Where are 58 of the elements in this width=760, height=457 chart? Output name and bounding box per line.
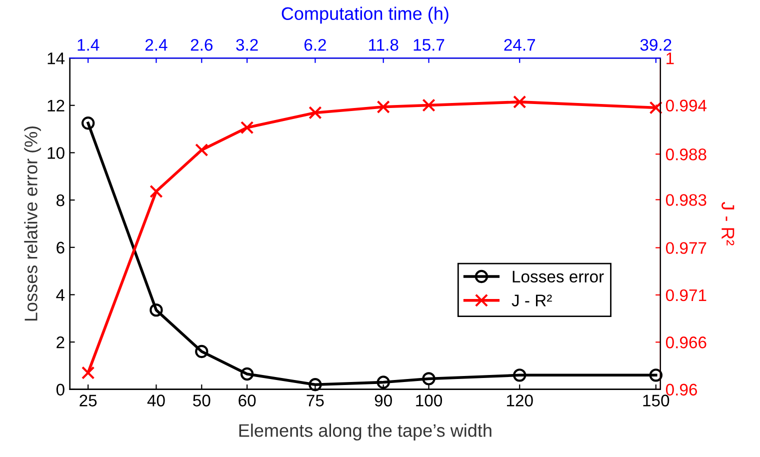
text: 1.4 <box>78 39 100 51</box>
point <box>376 100 390 114</box>
x-axis-title: Elements along the tape’s width <box>239 424 492 440</box>
x2-axis-title: Computation time (h) <box>282 6 448 24</box>
x-tick-label: 150 <box>643 394 670 406</box>
y-tick-label: 8 <box>56 194 64 206</box>
y-axis-title: Losses relative error (%) <box>24 126 41 321</box>
point <box>308 106 322 120</box>
text: 24.7 <box>504 38 536 51</box>
x-tick-label: 90 <box>374 394 392 406</box>
point <box>513 368 526 382</box>
point <box>195 143 208 157</box>
text: 2.6 <box>190 38 213 51</box>
legend-label: Losses error <box>512 270 604 283</box>
y-tick-label: 2 <box>56 336 64 348</box>
x-tick-label: 120 <box>506 394 533 406</box>
point <box>649 101 662 114</box>
x-tick-label: 75 <box>306 394 324 406</box>
text: 15.7 <box>414 39 444 51</box>
point <box>649 368 662 382</box>
y-tick-label: 14 <box>48 52 65 64</box>
y-tick-label: 4 <box>56 289 65 301</box>
x-tick-label: 100 <box>416 394 442 406</box>
y-tick-label: 6 <box>56 242 64 254</box>
point <box>376 376 390 389</box>
y2-tick-label: 1 <box>666 52 674 64</box>
x-tick-label: 40 <box>147 394 165 406</box>
point <box>81 116 95 130</box>
point <box>240 121 254 134</box>
point <box>150 184 163 198</box>
y2-tick-label: 0.983 <box>666 194 706 206</box>
point <box>308 378 322 392</box>
point <box>422 372 436 386</box>
text: 3.2 <box>236 38 258 51</box>
x-tick-label: 50 <box>193 394 210 406</box>
y2-tick-label: 0.977 <box>666 242 706 254</box>
y2-tick-label: 0.96 <box>666 384 698 396</box>
legend-label: J - R² <box>512 294 552 306</box>
y-tick-label: 0 <box>56 384 64 396</box>
point <box>513 95 526 109</box>
y-tick-label: 10 <box>48 147 64 159</box>
point <box>240 367 254 381</box>
y2-tick-label: 0.994 <box>666 100 707 112</box>
text: 39.2 <box>640 38 672 51</box>
y2-tick-label: 0.966 <box>666 336 706 348</box>
x-tick-label: 25 <box>80 394 97 406</box>
y-tick-label: 12 <box>48 100 64 112</box>
x-tick-label: 60 <box>238 394 256 406</box>
y2-axis-title: J - R² <box>722 202 734 246</box>
point <box>422 98 436 112</box>
y2-tick-label: 0.988 <box>666 148 706 160</box>
y2-tick-label: 0.971 <box>666 289 706 302</box>
point <box>150 303 163 317</box>
point <box>81 366 95 380</box>
text: 2.4 <box>145 38 168 51</box>
text: 6.2 <box>304 38 326 51</box>
point <box>195 344 208 358</box>
text: 11.8 <box>369 38 398 51</box>
